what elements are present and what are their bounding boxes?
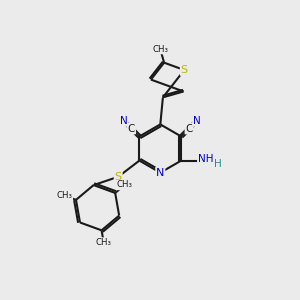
Text: CH₃: CH₃ [117,181,133,190]
Text: H: H [214,159,222,169]
Text: C: C [128,124,135,134]
Text: N: N [156,168,164,178]
Text: N: N [120,116,128,126]
Text: C: C [185,124,193,134]
Text: CH₃: CH₃ [152,45,168,54]
Text: S: S [181,65,188,75]
Text: CH₃: CH₃ [96,238,112,247]
Text: S: S [115,172,122,182]
Text: NH: NH [198,154,213,164]
Text: N: N [193,116,201,126]
Text: CH₃: CH₃ [56,191,72,200]
